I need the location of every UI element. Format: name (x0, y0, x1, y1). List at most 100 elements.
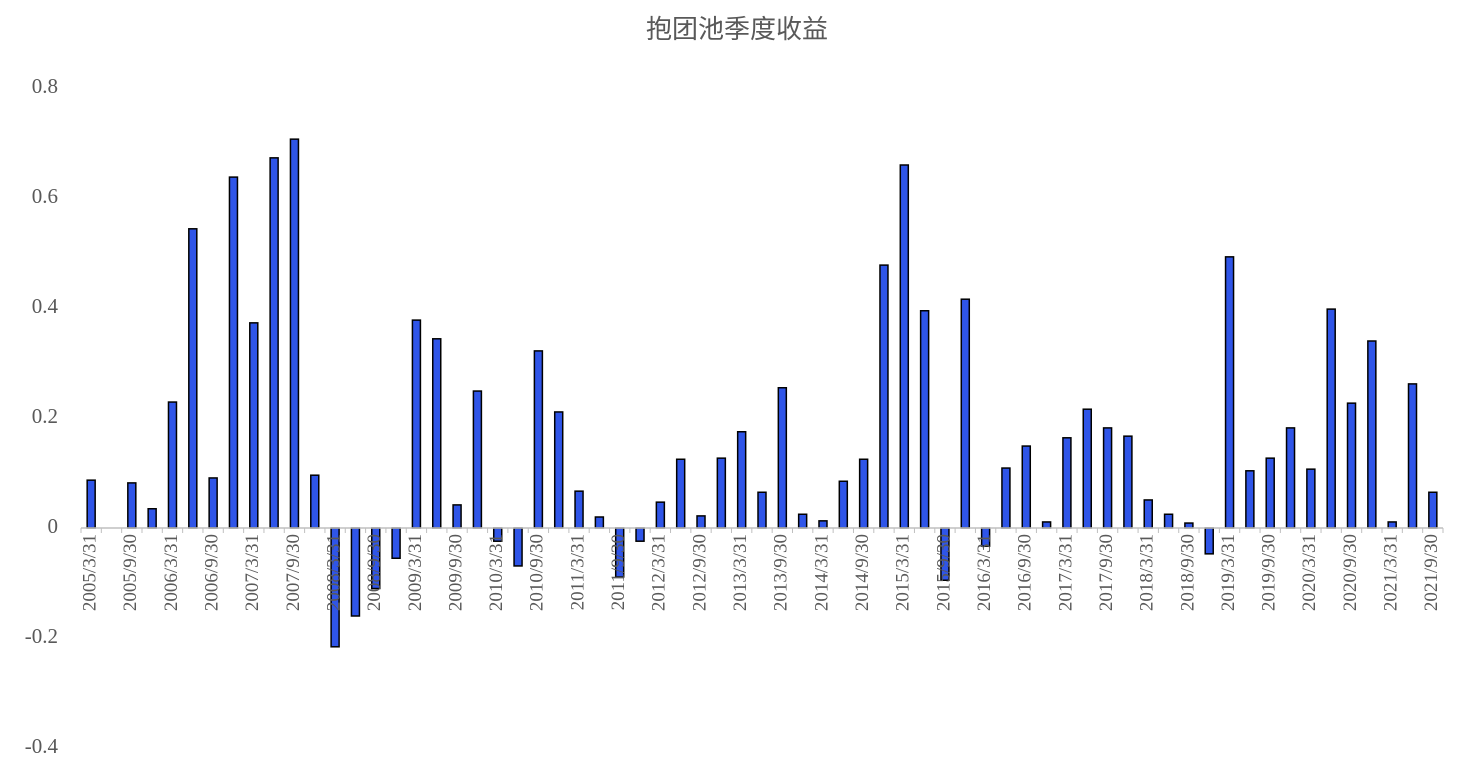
x-tick-label: 2008/3/31 (323, 534, 344, 611)
x-tick-label: 2021/9/30 (1421, 534, 1442, 611)
bar (716, 457, 727, 529)
chart-title: 抱团池季度收益 (646, 15, 828, 44)
bar (1346, 402, 1357, 529)
bar (1123, 435, 1133, 529)
bar (1021, 445, 1032, 529)
bar (1265, 457, 1275, 529)
bar (1062, 437, 1072, 529)
x-tick-label: 2010/3/31 (486, 534, 507, 611)
x-tick-label: 2005/9/30 (120, 534, 141, 611)
x-tick-label: 2008/9/30 (364, 534, 385, 611)
x-tick-label: 2015/9/30 (933, 534, 954, 611)
bar (513, 527, 523, 567)
y-tick-label: 0.6 (32, 184, 58, 208)
x-tick-label: 2009/3/31 (405, 534, 426, 611)
bar (1041, 521, 1052, 529)
bar (391, 527, 401, 559)
x-tick-label: 2013/3/31 (730, 534, 751, 611)
bar (350, 527, 361, 617)
bar (919, 310, 930, 529)
y-tick-label: 0.2 (32, 404, 58, 428)
bar (1204, 527, 1214, 555)
bar (635, 527, 645, 542)
bar (1428, 491, 1438, 529)
bar (167, 401, 178, 529)
bar (777, 387, 788, 529)
y-tick-label: 0.4 (32, 294, 59, 318)
y-tick-label: -0.4 (25, 734, 59, 758)
bar (147, 508, 157, 529)
y-tick-label: -0.2 (25, 624, 58, 648)
x-tick-label: 2011/3/31 (567, 534, 588, 610)
bar (228, 176, 239, 529)
x-tick-label: 2012/9/30 (689, 534, 710, 611)
bar (838, 480, 849, 529)
y-tick-label: 0.8 (32, 74, 58, 98)
bar (675, 458, 686, 529)
bar (208, 477, 218, 529)
x-tick-label: 2018/9/30 (1177, 534, 1198, 611)
bar (818, 520, 828, 529)
x-tick-label: 2021/3/31 (1381, 534, 1402, 611)
bar (594, 516, 605, 529)
bar (1367, 340, 1377, 529)
x-tick-label: 2020/9/30 (1340, 534, 1361, 611)
bar (1326, 308, 1336, 529)
x-tick-label: 2019/3/31 (1218, 534, 1239, 611)
bar (472, 390, 483, 529)
bar (533, 350, 544, 529)
x-tick-label: 2005/3/31 (80, 534, 101, 611)
x-tick-label: 2015/3/31 (893, 534, 914, 611)
x-tick-label: 2009/9/30 (445, 534, 466, 611)
bar (960, 298, 971, 529)
bar (1387, 521, 1397, 529)
bar (289, 138, 300, 529)
bar (574, 490, 584, 529)
x-tick-label: 2010/9/30 (527, 534, 548, 611)
bar (431, 338, 442, 529)
bar (249, 322, 259, 529)
x-tick-label: 2016/3/31 (974, 534, 995, 611)
bar (1163, 513, 1174, 529)
bar (757, 491, 767, 529)
bar (310, 474, 320, 529)
bar (553, 411, 564, 529)
bar (1102, 427, 1113, 529)
bar (879, 264, 889, 529)
x-tick-label: 2018/3/31 (1137, 534, 1158, 611)
bar (269, 157, 279, 529)
bar (655, 501, 666, 529)
x-tick-label: 2017/9/30 (1096, 534, 1117, 611)
x-tick-label: 2014/3/31 (811, 534, 832, 611)
x-tick-label: 2012/3/31 (649, 534, 670, 611)
y-tick-label: 0 (48, 514, 59, 538)
x-tick-label: 2007/9/30 (283, 534, 304, 611)
x-tick-label: 2013/9/30 (771, 534, 792, 611)
x-tick-label: 2006/3/31 (161, 534, 182, 611)
bar (1285, 427, 1296, 529)
bar (86, 479, 96, 529)
x-tick-label: 2019/9/30 (1259, 534, 1280, 611)
x-tick-label: 2016/9/30 (1015, 534, 1036, 611)
x-tick-label: 2007/3/31 (242, 534, 263, 611)
bar (858, 458, 869, 529)
bar (1306, 468, 1316, 529)
bar (1224, 256, 1235, 529)
bar (899, 164, 910, 529)
bar (736, 431, 747, 529)
bar (1082, 408, 1093, 529)
bar (452, 504, 462, 529)
bar (1407, 383, 1418, 529)
x-tick-label: 2020/3/31 (1299, 534, 1320, 611)
x-tick-label: 2017/3/31 (1055, 534, 1076, 611)
x-tick-label: 2011/9/30 (608, 534, 629, 610)
bar (1245, 470, 1255, 529)
bar (1143, 499, 1153, 529)
bar (411, 319, 422, 529)
bar (797, 513, 808, 529)
x-tick-label: 2006/9/30 (201, 534, 222, 611)
bar (188, 228, 198, 529)
bar (127, 482, 137, 529)
bar (696, 515, 706, 529)
